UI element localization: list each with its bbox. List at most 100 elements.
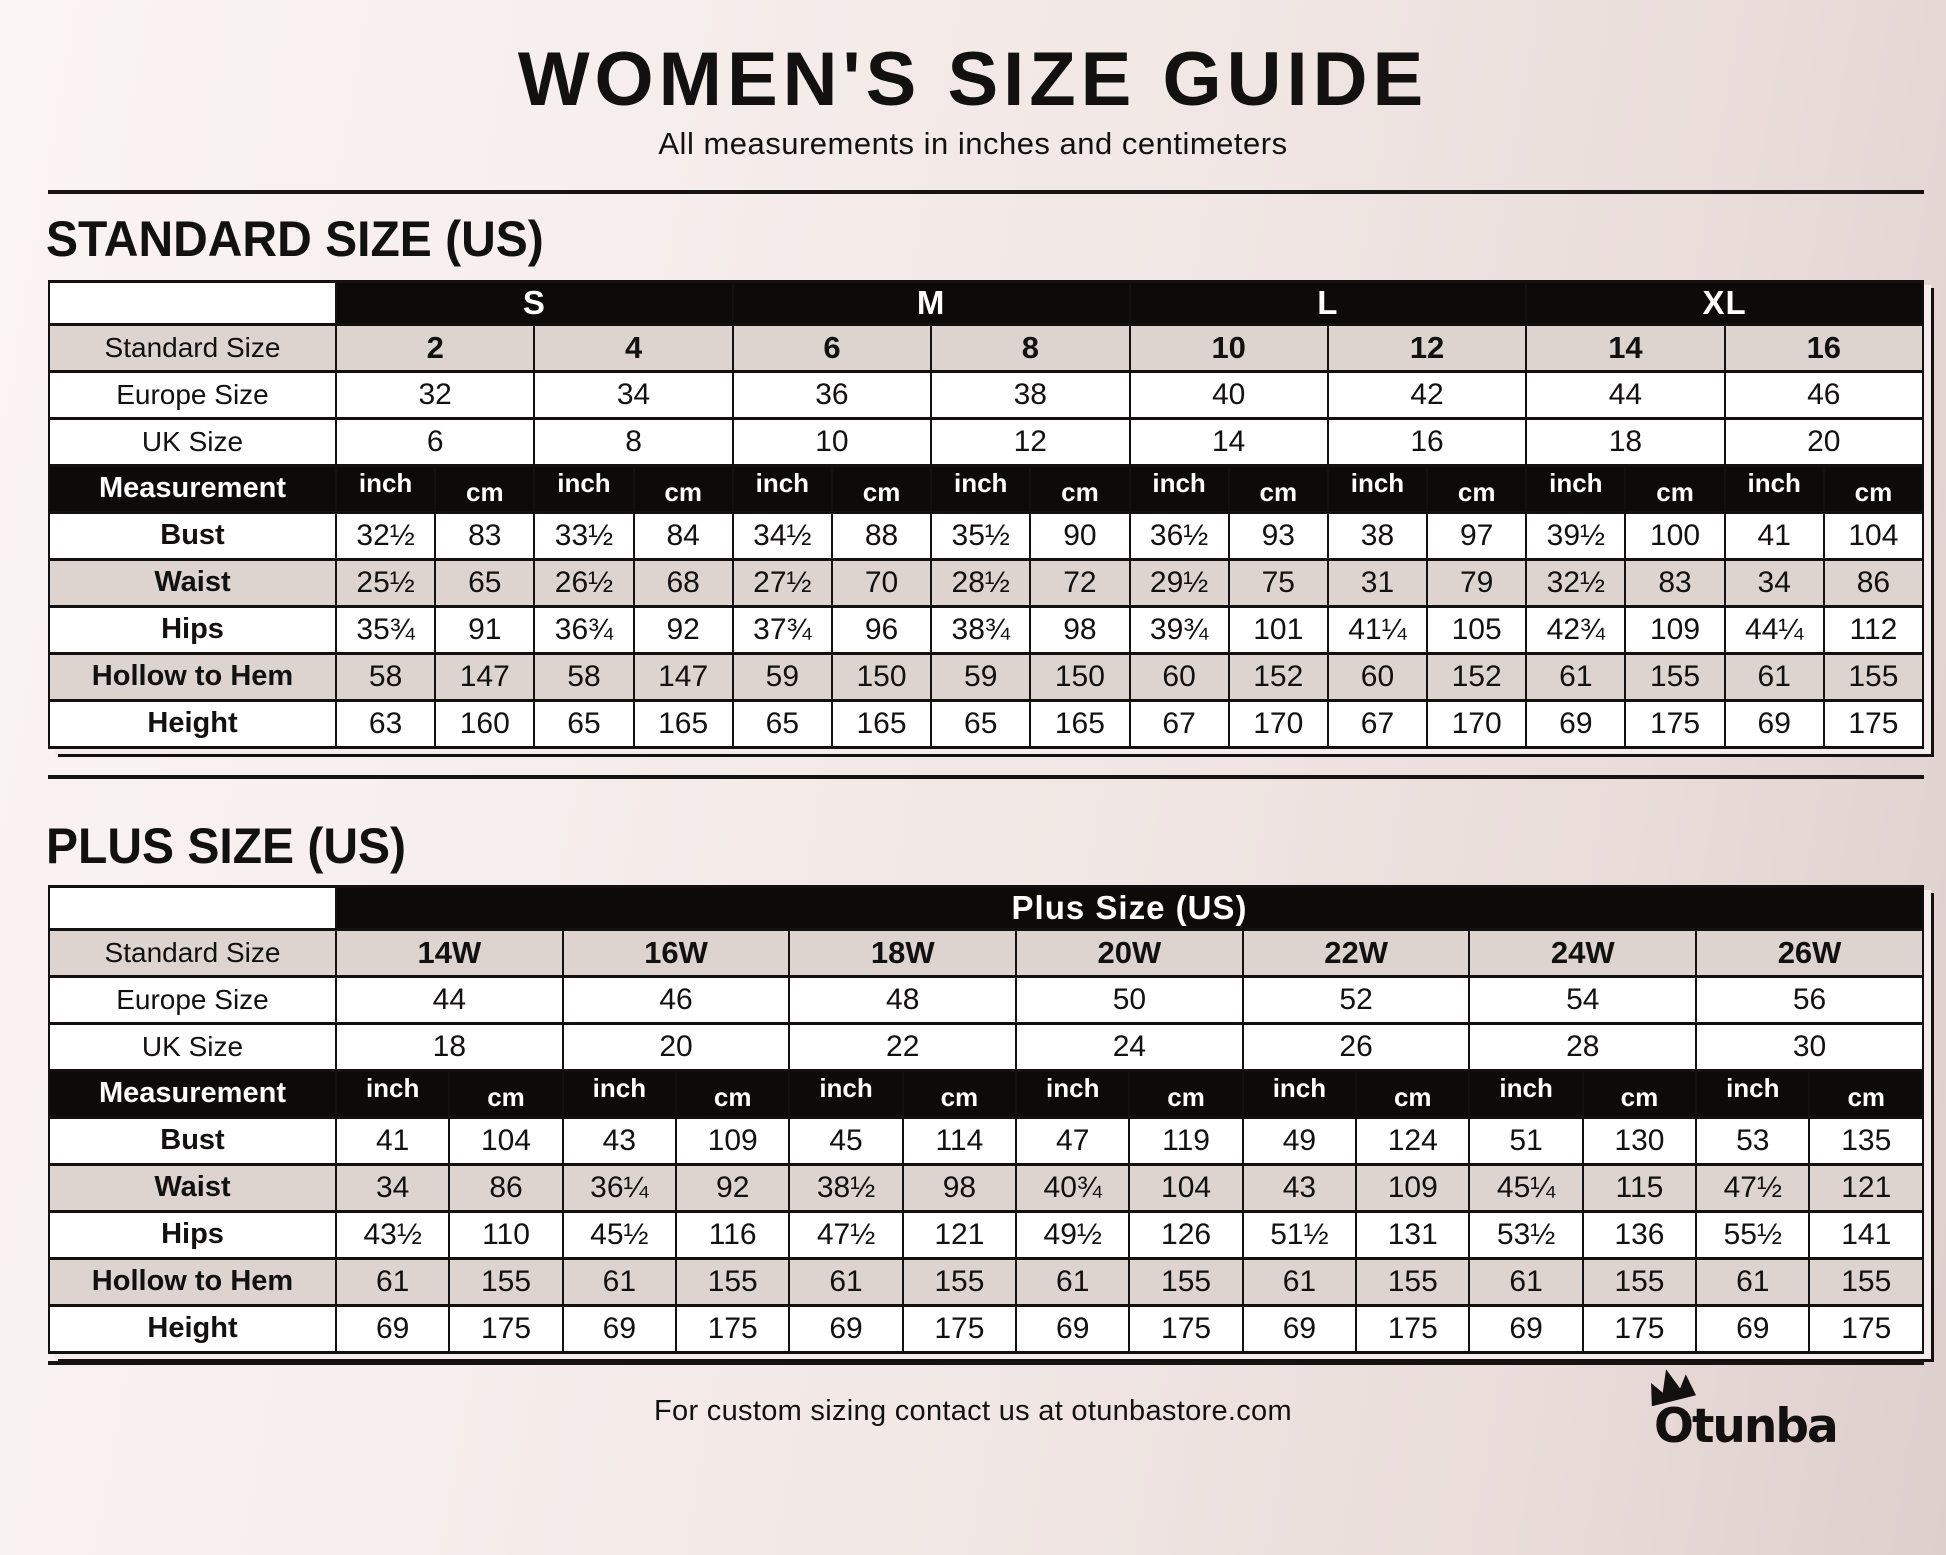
std-cm-header-6-label: cm [1656,477,1694,508]
brand-name: Otunba [1654,1398,1839,1454]
std-bust-cm-1: 84 [632,510,734,561]
std-inch-header-7-label: inch [1747,468,1801,499]
plus-cm-header-6-label: cm [1847,1082,1886,1113]
std-height-cm-4: 170 [1227,698,1329,749]
plus-uk-size-label: UK Size [48,1021,337,1072]
plus-row-waist: Waist 34 86 36¼ 92 38½ 98 40¾ 104 43 109 45¼ 115 47½ 1… [48,1162,1924,1213]
std-waist-cm-7: 86 [1822,557,1925,608]
plus-inch-header-4-label: inch [1272,1073,1327,1104]
std-hollow-to-hem-inch-6: 61 [1525,651,1627,702]
std-hollow-to-hem-inch-5: 60 [1326,651,1429,702]
std-measurement-name: Bust [48,510,337,561]
std-uk-cell-0: 6 [334,416,536,467]
plus-waist-inch-2: 38½ [788,1162,904,1213]
standard-section-heading: STANDARD SIZE (US) [46,210,544,267]
plus-group-row: Plus Size (US) [48,884,1924,931]
plus-bust-inch-4: 49 [1241,1115,1358,1166]
std-inch-header-0: inch [334,463,437,514]
std-inch-header-3-label: inch [953,468,1008,499]
plus-hollow-to-hem-inch-5: 61 [1468,1256,1584,1307]
std-waist-inch-1: 26½ [533,557,635,608]
plus-bust-inch-2: 45 [788,1115,904,1166]
standard-size-table: S M L XL Standard Size 2 4 6 8 10 12 14 16 Europe Siz… [48,279,1925,749]
plus-height-cm-6: 175 [1808,1303,1924,1354]
plus-standard-size-label: Standard Size [48,927,337,978]
plus-measurement-label: Measurement [48,1068,337,1119]
header-divider [48,189,1924,194]
std-bust-cm-4: 93 [1227,510,1329,561]
plus-inch-header-0: inch [334,1068,451,1119]
plus-waist-inch-4: 43 [1241,1162,1358,1213]
plus-size-cell-5: 24W [1468,927,1698,978]
plus-hollow-to-hem-inch-3: 61 [1015,1256,1131,1307]
std-bust-inch-5: 38 [1326,510,1429,561]
plus-measurement-name: Hollow to Hem [48,1256,337,1307]
plus-hollow-to-hem-cm-6: 155 [1808,1256,1924,1307]
plus-waist-inch-0: 34 [334,1162,451,1213]
plus-uk-cell-1: 20 [561,1021,791,1072]
plus-europe-cell-0: 44 [335,974,564,1025]
plus-inch-header-4: inch [1241,1068,1358,1119]
plus-corner-cell [48,884,337,931]
plus-cm-header-1-label: cm [713,1082,752,1113]
std-row-hips: Hips 35¾ 91 36¾ 92 37¾ 96 38¾ 98 39¾ 101 41¼ 105 42¾ 1… [48,604,1925,655]
std-standard-size-label: Standard Size [48,322,337,373]
plus-hollow-to-hem-inch-2: 61 [788,1256,904,1307]
plus-europe-cell-5: 54 [1468,974,1698,1025]
plus-waist-cm-1: 92 [675,1162,791,1213]
plus-height-cm-0: 175 [448,1303,564,1354]
std-bust-cm-0: 83 [434,510,536,561]
std-bust-inch-0: 32½ [334,510,437,561]
std-bust-inch-2: 34½ [731,510,833,561]
plus-bust-inch-3: 47 [1015,1115,1131,1166]
std-hips-cm-3: 98 [1029,604,1131,655]
std-height-inch-4: 67 [1128,698,1230,749]
plus-cm-header-0-label: cm [487,1082,525,1113]
std-hollow-to-hem-cm-3: 150 [1029,651,1131,702]
plus-size-section: PLUS SIZE (US) Plus Size (US) Standard Si… [0,817,1946,1354]
plus-waist-cm-0: 86 [448,1162,564,1213]
std-hollow-to-hem-inch-1: 58 [533,651,635,702]
plus-waist-cm-6: 121 [1808,1162,1924,1213]
std-waist-inch-2: 27½ [731,557,833,608]
std-height-cm-6: 175 [1624,698,1726,749]
plus-inch-header-0-label: inch [365,1073,420,1104]
plus-inch-header-2: inch [788,1068,904,1119]
page-header: WOMEN'S SIZE GUIDE All measurements in i… [0,0,1946,162]
plus-waist-inch-3: 40¾ [1015,1162,1131,1213]
plus-size-row: Standard Size 14W 16W 18W 20W 22W 24W 26W [48,927,1924,978]
std-cm-header-3: cm [1029,463,1131,514]
plus-inch-header-3: inch [1015,1068,1131,1119]
plus-row-height: Height 69 175 69 175 69 175 69 175 69 175 69 175 69 17… [48,1303,1924,1354]
std-height-inch-3: 65 [930,698,1032,749]
std-waist-cm-1: 68 [632,557,734,608]
std-uk-cell-2: 10 [731,416,933,467]
std-hollow-to-hem-inch-0: 58 [334,651,437,702]
plus-hips-cm-5: 136 [1581,1209,1698,1260]
section-divider [48,774,1924,779]
plus-cm-header-2-label: cm [940,1082,979,1113]
plus-hollow-to-hem-cm-2: 155 [901,1256,1018,1307]
std-height-cm-0: 160 [434,698,536,749]
std-inch-header-1-label: inch [557,468,611,499]
std-row-bust: Bust 32½ 83 33½ 84 34½ 88 35½ 90 36½ 93 38 97 39½ 100 4… [48,510,1925,561]
std-europe-cell-6: 44 [1525,369,1726,420]
std-waist-cm-2: 70 [830,557,933,608]
std-cm-header-6: cm [1624,463,1726,514]
plus-hollow-to-hem-inch-0: 61 [334,1256,451,1307]
std-size-cell-7: 16 [1723,322,1925,373]
plus-waist-inch-5: 45¼ [1468,1162,1584,1213]
std-cm-header-1: cm [632,463,734,514]
plus-uk-row: UK Size 18 20 22 24 26 28 30 [48,1021,1924,1072]
std-hips-inch-2: 37¾ [731,604,833,655]
standard-size-section: STANDARD SIZE (US) S M L XL Standard Size 2 4 6… [0,210,1946,749]
plus-measurement-name: Height [48,1303,337,1354]
std-row-waist: Waist 25½ 65 26½ 68 27½ 70 28½ 72 29½ 75 31 79 32½ 83 3… [48,557,1925,608]
plus-bust-inch-6: 53 [1695,1115,1811,1166]
std-corner-cell [48,279,337,326]
std-hips-inch-5: 41¼ [1326,604,1429,655]
std-hips-inch-7: 44¼ [1723,604,1825,655]
std-measurement-name: Waist [48,557,337,608]
std-height-cm-7: 175 [1822,698,1925,749]
